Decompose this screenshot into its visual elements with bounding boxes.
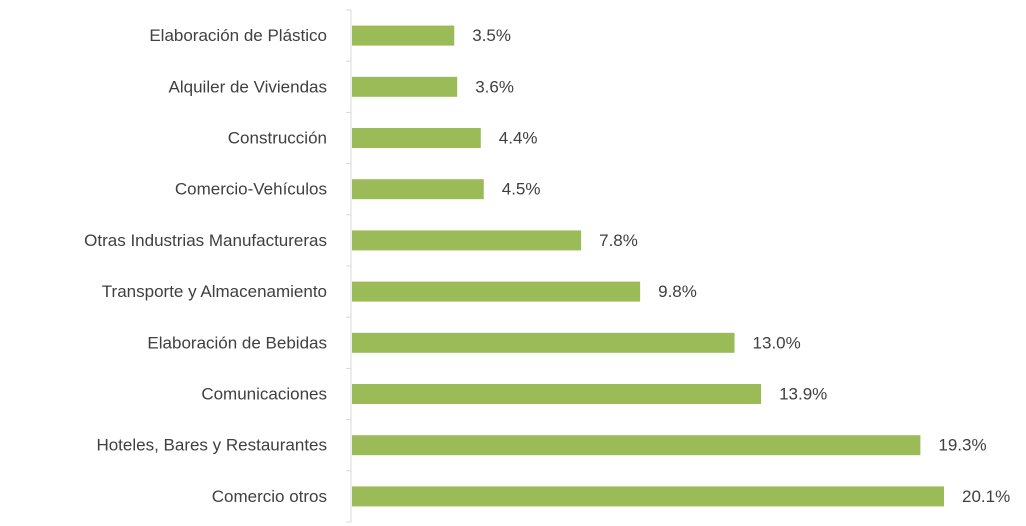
data-label: 9.8% [658,282,697,301]
y-tick-label: Transporte y Almacenamiento [102,282,327,301]
bar [352,435,921,456]
data-label: 19.3% [938,436,986,455]
y-tick-label: Comunicaciones [201,384,327,403]
data-label: 13.0% [753,333,801,352]
bar [352,281,641,302]
y-tick-label: Construcción [228,128,327,147]
data-label: 4.5% [502,180,541,199]
bar [352,179,484,200]
bar [352,332,735,353]
y-tick-label: Elaboración de Bebidas [147,333,327,352]
data-label: 3.6% [475,77,514,96]
y-tick-label: Otras Industrias Manufactureras [84,231,327,250]
y-tick-label: Alquiler de Viviendas [169,77,327,96]
bar [352,128,481,148]
bar [352,25,455,46]
bar [352,230,582,251]
y-tick-label: Comercio otros [212,487,327,506]
bar [352,76,458,97]
data-label: 3.5% [472,26,511,45]
data-label: 7.8% [599,231,638,250]
data-label: 4.4% [499,128,538,147]
data-label: 13.9% [779,384,827,403]
y-tick-label: Comercio-Vehículos [175,180,327,199]
y-tick-label: Elaboración de Plástico [149,26,327,45]
bar [352,486,944,507]
data-label: 20.1% [962,487,1010,506]
bar [352,384,762,404]
y-tick-label: Hoteles, Bares y Restaurantes [96,436,327,455]
